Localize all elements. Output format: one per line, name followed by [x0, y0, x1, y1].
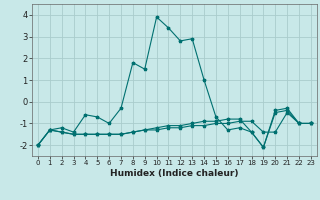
X-axis label: Humidex (Indice chaleur): Humidex (Indice chaleur) [110, 169, 239, 178]
